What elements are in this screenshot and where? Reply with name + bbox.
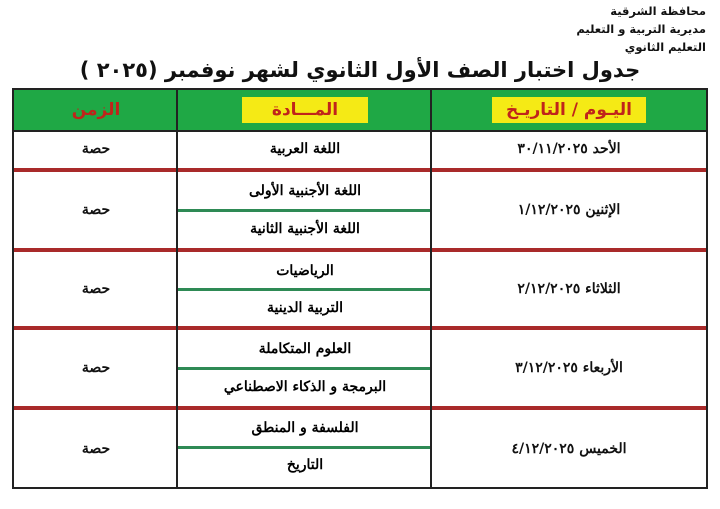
time-cell: حصة — [81, 141, 111, 157]
schedule-table: اليـوم / التاريـخ المـــادة الزمن الأحد … — [12, 88, 708, 489]
date-cell: الإثنين ١/١٢/٢٠٢٥ — [517, 202, 621, 218]
subject-cell: اللغة الأجنبية الثانية — [250, 221, 360, 237]
directorate: مديرية التربية و التعليم — [576, 22, 706, 36]
table-row: الأحد ٣٠/١١/٢٠٢٥ حصة اللغة العربية — [14, 130, 706, 172]
date-cell: الخميس ٤/١٢/٢٠٢٥ — [511, 440, 627, 457]
governorate: محافظة الشرقية — [610, 4, 706, 18]
subject-cell: الرياضيات — [276, 262, 334, 279]
subrow-divider — [178, 445, 432, 449]
table-row: الإثنين ١/١٢/٢٠٢٥ حصة اللغة الأجنبية الأول… — [14, 172, 706, 252]
column-divider — [176, 90, 178, 487]
time-cell: حصة — [81, 202, 111, 218]
date-cell: الثلاثاء ٢/١٢/٢٠٢٥ — [517, 281, 621, 297]
issuer-header: محافظة الشرقية مديرية التربية و التعليم … — [576, 2, 706, 56]
date-cell: الأحد ٣٠/١١/٢٠٢٥ — [517, 141, 621, 157]
table-row: الخميس ٤/١٢/٢٠٢٥ حصة الفلسفة و المنطق التار… — [14, 410, 706, 487]
subject-cell: التربية الدينية — [267, 299, 343, 316]
time-cell: حصة — [81, 281, 111, 297]
subrow-divider — [178, 209, 432, 212]
date-cell: الأربعاء ٣/١٢/٢٠٢٥ — [515, 360, 623, 376]
subject-cell: اللغة الأجنبية الأولى — [248, 183, 362, 199]
subject-cell: الفلسفة و المنطق — [251, 420, 359, 437]
header-subject: المـــادة — [178, 90, 432, 130]
subject-cell: البرمجة و الذكاء الاصطناعي — [223, 379, 387, 395]
department: التعليم الثانوي — [624, 40, 706, 54]
subject-cell: العلوم المتكاملة — [258, 341, 352, 357]
column-divider — [430, 90, 432, 487]
table-row: الأربعاء ٣/١٢/٢٠٢٥ حصة العلوم المتكاملة الب… — [14, 330, 706, 410]
subrow-divider — [178, 367, 432, 370]
subrow-divider — [178, 288, 432, 291]
header-date: اليـوم / التاريـخ — [432, 90, 706, 130]
subject-cell: التاريخ — [286, 456, 324, 473]
time-cell: حصة — [81, 440, 111, 457]
table-header: اليـوم / التاريـخ المـــادة الزمن — [14, 90, 706, 132]
page-title: جدول اختبار الصف الأول الثانوي لشهر نوفم… — [79, 58, 641, 82]
subject-cell: اللغة العربية — [269, 141, 341, 157]
header-time: الزمن — [71, 100, 121, 120]
table-row: الثلاثاء ٢/١٢/٢٠٢٥ حصة الرياضيات التربية ال… — [14, 252, 706, 330]
time-cell: حصة — [81, 360, 111, 376]
